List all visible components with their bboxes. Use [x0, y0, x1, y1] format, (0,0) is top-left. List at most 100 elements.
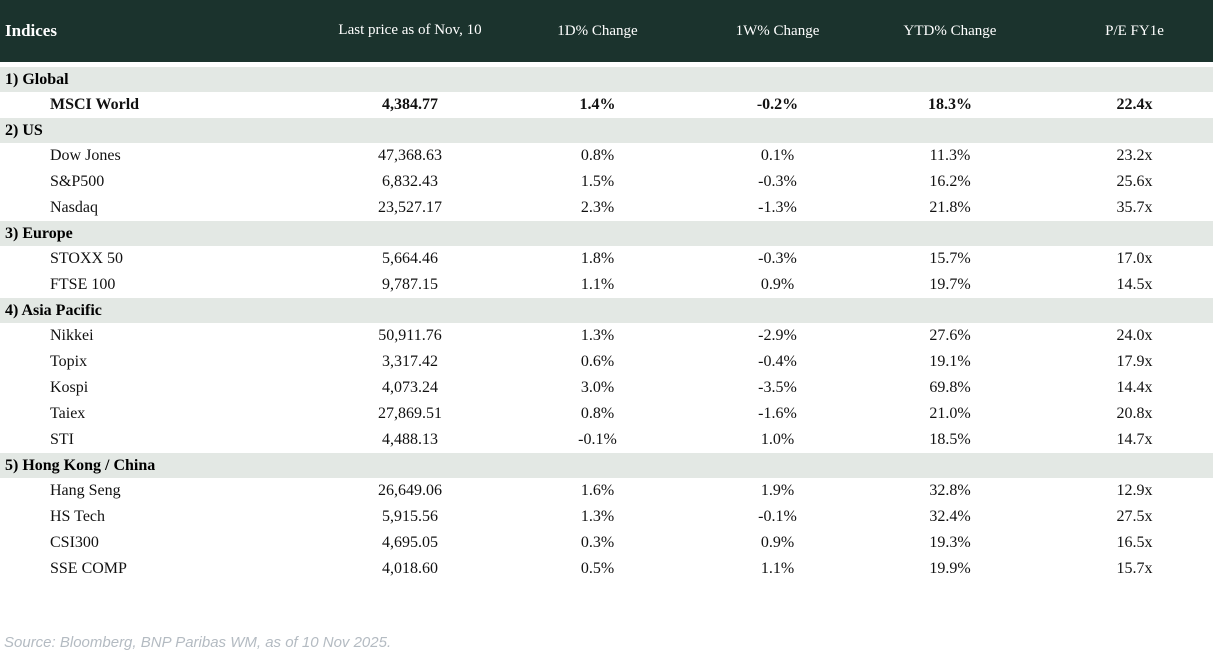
table-row: Kospi 4,073.24 3.0% -3.5% 69.8% 14.4x — [0, 375, 1213, 401]
change-ytd: 21.8% — [880, 195, 1020, 221]
change-1w: -0.4% — [675, 349, 880, 375]
index-name: CSI300 — [0, 530, 300, 556]
index-name: Topix — [0, 349, 300, 375]
change-1w: -0.3% — [675, 169, 880, 195]
index-name: FTSE 100 — [0, 272, 300, 298]
index-name: MSCI World — [0, 92, 300, 118]
change-ytd: 18.3% — [880, 92, 1020, 118]
change-ytd: 27.6% — [880, 323, 1020, 349]
column-header-1w-change: 1W% Change — [675, 0, 880, 67]
change-1w: -3.5% — [675, 375, 880, 401]
change-ytd: 19.7% — [880, 272, 1020, 298]
table-row: Topix 3,317.42 0.6% -0.4% 19.1% 17.9x — [0, 349, 1213, 375]
change-1w: 0.9% — [675, 272, 880, 298]
change-ytd: 19.9% — [880, 556, 1020, 582]
table-row: Hang Seng 26,649.06 1.6% 1.9% 32.8% 12.9x — [0, 478, 1213, 504]
change-1d: 0.6% — [520, 349, 675, 375]
index-name: Hang Seng — [0, 478, 300, 504]
table-row: STOXX 50 5,664.46 1.8% -0.3% 15.7% 17.0x — [0, 246, 1213, 272]
pe-fy1e: 15.7x — [1020, 556, 1213, 582]
change-ytd: 15.7% — [880, 246, 1020, 272]
change-1w: -1.6% — [675, 401, 880, 427]
last-price: 26,649.06 — [300, 478, 520, 504]
change-1w: 0.9% — [675, 530, 880, 556]
section-row: 2) US — [0, 118, 1213, 143]
last-price: 4,018.60 — [300, 556, 520, 582]
change-1d: 1.1% — [520, 272, 675, 298]
pe-fy1e: 22.4x — [1020, 92, 1213, 118]
index-name: SSE COMP — [0, 556, 300, 582]
pe-fy1e: 17.0x — [1020, 246, 1213, 272]
section-label: 5) Hong Kong / China — [0, 453, 1213, 478]
pe-fy1e: 25.6x — [1020, 169, 1213, 195]
section-row: 3) Europe — [0, 221, 1213, 246]
table-row: Nasdaq 23,527.17 2.3% -1.3% 21.8% 35.7x — [0, 195, 1213, 221]
change-1d: 1.8% — [520, 246, 675, 272]
last-price: 4,695.05 — [300, 530, 520, 556]
table-row: FTSE 100 9,787.15 1.1% 0.9% 19.7% 14.5x — [0, 272, 1213, 298]
table-row: Dow Jones 47,368.63 0.8% 0.1% 11.3% 23.2x — [0, 143, 1213, 169]
column-header-pe: P/E FY1e — [1020, 0, 1213, 67]
change-ytd: 19.1% — [880, 349, 1020, 375]
change-1d: 1.6% — [520, 478, 675, 504]
pe-fy1e: 20.8x — [1020, 401, 1213, 427]
pe-fy1e: 23.2x — [1020, 143, 1213, 169]
last-price: 50,911.76 — [300, 323, 520, 349]
table-row: Nikkei 50,911.76 1.3% -2.9% 27.6% 24.0x — [0, 323, 1213, 349]
section-row: 4) Asia Pacific — [0, 298, 1213, 323]
change-1d: 0.8% — [520, 143, 675, 169]
last-price: 4,073.24 — [300, 375, 520, 401]
change-1w: -2.9% — [675, 323, 880, 349]
change-1w: -0.3% — [675, 246, 880, 272]
change-ytd: 16.2% — [880, 169, 1020, 195]
change-1w: 1.0% — [675, 427, 880, 453]
change-1d: 0.5% — [520, 556, 675, 582]
index-name: S&P500 — [0, 169, 300, 195]
change-1d: 1.5% — [520, 169, 675, 195]
change-1d: 0.8% — [520, 401, 675, 427]
section-label: 4) Asia Pacific — [0, 298, 1213, 323]
index-name: Taiex — [0, 401, 300, 427]
source-note: Source: Bloomberg, BNP Paribas WM, as of… — [4, 634, 392, 651]
index-name: Nikkei — [0, 323, 300, 349]
section-label: 2) US — [0, 118, 1213, 143]
table-row: S&P500 6,832.43 1.5% -0.3% 16.2% 25.6x — [0, 169, 1213, 195]
table-row: CSI300 4,695.05 0.3% 0.9% 19.3% 16.5x — [0, 530, 1213, 556]
index-name: Kospi — [0, 375, 300, 401]
last-price: 3,317.42 — [300, 349, 520, 375]
change-ytd: 19.3% — [880, 530, 1020, 556]
table-row: HS Tech 5,915.56 1.3% -0.1% 32.4% 27.5x — [0, 504, 1213, 530]
pe-fy1e: 16.5x — [1020, 530, 1213, 556]
section-row: 1) Global — [0, 64, 1213, 92]
change-1d: 0.3% — [520, 530, 675, 556]
section-label: 1) Global — [0, 64, 1213, 92]
last-price: 47,368.63 — [300, 143, 520, 169]
change-1w: 1.1% — [675, 556, 880, 582]
indices-table: Indices Last price as of Nov, 10 1D% Cha… — [0, 0, 1213, 582]
change-1w: -0.2% — [675, 92, 880, 118]
last-price: 4,488.13 — [300, 427, 520, 453]
index-name: Nasdaq — [0, 195, 300, 221]
table-header: Indices Last price as of Nov, 10 1D% Cha… — [0, 0, 1213, 67]
column-header-1d-change: 1D% Change — [520, 0, 675, 67]
index-name: Dow Jones — [0, 143, 300, 169]
change-1w: 0.1% — [675, 143, 880, 169]
change-1d: 1.3% — [520, 504, 675, 530]
pe-fy1e: 14.5x — [1020, 272, 1213, 298]
pe-fy1e: 14.4x — [1020, 375, 1213, 401]
column-header-ytd-change: YTD% Change — [880, 0, 1020, 67]
change-1w: -0.1% — [675, 504, 880, 530]
change-ytd: 21.0% — [880, 401, 1020, 427]
table-row: Taiex 27,869.51 0.8% -1.6% 21.0% 20.8x — [0, 401, 1213, 427]
change-ytd: 32.8% — [880, 478, 1020, 504]
last-price: 4,384.77 — [300, 92, 520, 118]
change-1w: -1.3% — [675, 195, 880, 221]
last-price: 9,787.15 — [300, 272, 520, 298]
change-1w: 1.9% — [675, 478, 880, 504]
index-name: STOXX 50 — [0, 246, 300, 272]
change-ytd: 32.4% — [880, 504, 1020, 530]
index-name: STI — [0, 427, 300, 453]
last-price: 6,832.43 — [300, 169, 520, 195]
change-ytd: 69.8% — [880, 375, 1020, 401]
change-1d: -0.1% — [520, 427, 675, 453]
